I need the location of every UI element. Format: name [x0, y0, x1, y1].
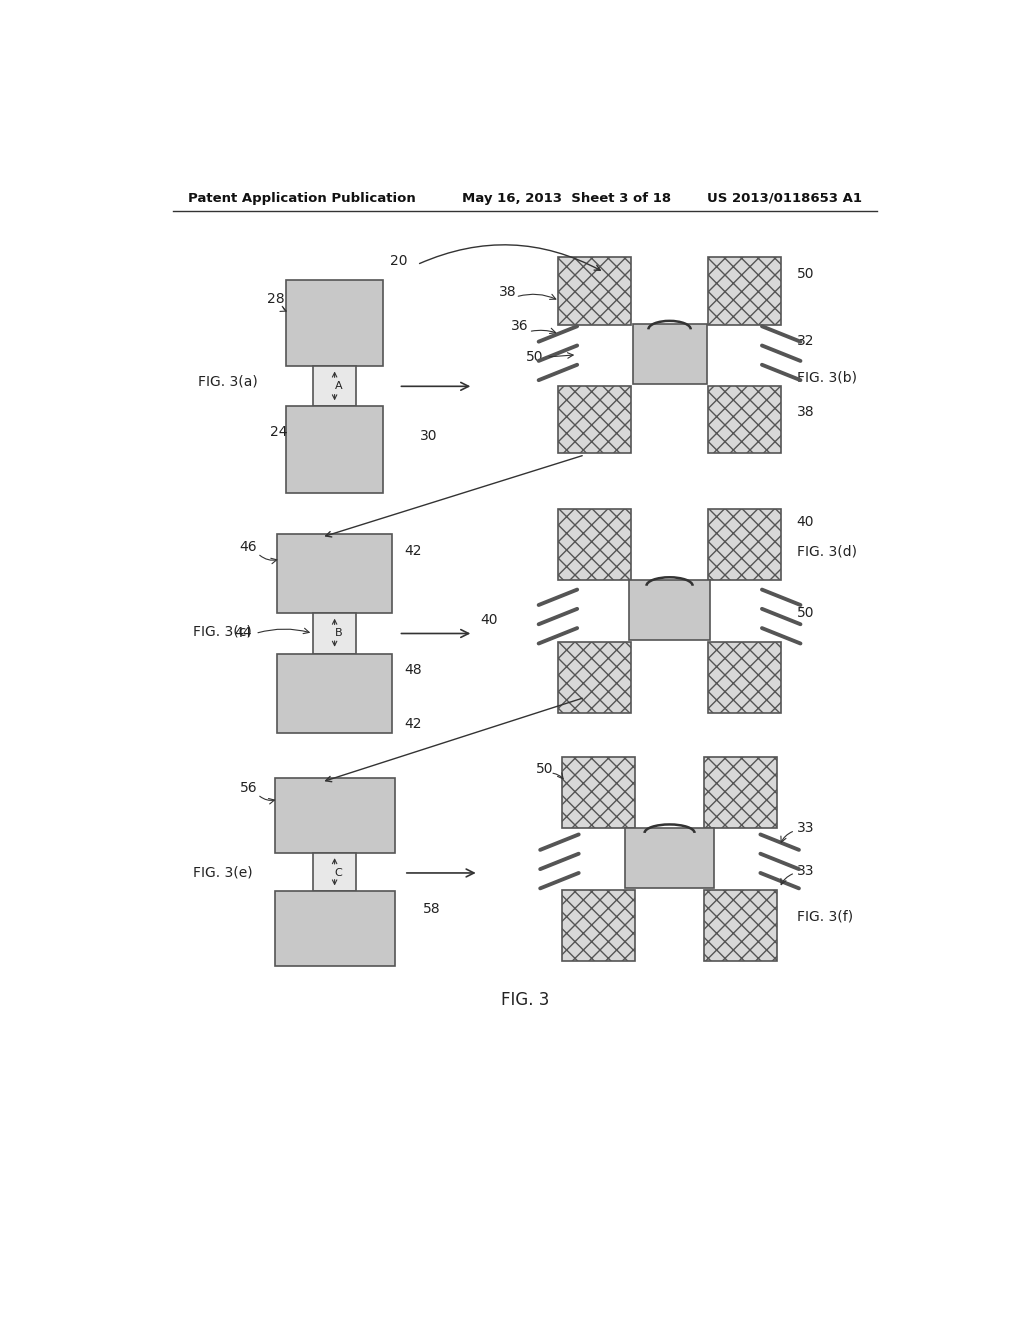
- Bar: [274, 891, 394, 966]
- Bar: [313, 853, 356, 891]
- Text: FIG. 3(e): FIG. 3(e): [193, 866, 252, 880]
- Text: FIG. 3(a): FIG. 3(a): [198, 375, 258, 388]
- Bar: [629, 581, 711, 640]
- Bar: [276, 653, 392, 733]
- Bar: [558, 508, 631, 579]
- Bar: [313, 614, 356, 653]
- Bar: [562, 890, 635, 961]
- Bar: [286, 407, 383, 492]
- Bar: [708, 385, 781, 453]
- Text: US 2013/0118653 A1: US 2013/0118653 A1: [707, 191, 862, 205]
- Text: FIG. 3(d): FIG. 3(d): [797, 544, 857, 558]
- Text: FIG. 3(b): FIG. 3(b): [797, 371, 857, 385]
- Text: 44: 44: [234, 627, 252, 640]
- Text: 33: 33: [797, 821, 814, 836]
- Bar: [705, 758, 777, 829]
- Text: 50: 50: [537, 762, 554, 776]
- Text: 48: 48: [403, 664, 422, 677]
- Text: 36: 36: [511, 319, 528, 333]
- Bar: [633, 323, 707, 384]
- Text: B: B: [335, 628, 342, 639]
- Text: A: A: [335, 380, 342, 391]
- Bar: [562, 758, 635, 829]
- Text: 40: 40: [480, 614, 498, 627]
- Bar: [276, 535, 392, 614]
- Text: 38: 38: [499, 285, 517, 298]
- Bar: [708, 508, 781, 579]
- Text: FIG. 3(c): FIG. 3(c): [194, 624, 252, 639]
- Text: 32: 32: [797, 334, 814, 348]
- Text: 50: 50: [526, 350, 544, 364]
- Text: 20: 20: [390, 253, 408, 268]
- Text: 38: 38: [797, 405, 814, 420]
- Bar: [274, 779, 394, 853]
- Bar: [705, 890, 777, 961]
- Text: Patent Application Publication: Patent Application Publication: [188, 191, 416, 205]
- Text: 46: 46: [240, 540, 257, 554]
- Text: 42: 42: [403, 544, 422, 558]
- Text: FIG. 3: FIG. 3: [501, 991, 549, 1008]
- Text: 24: 24: [270, 425, 288, 438]
- Bar: [558, 642, 631, 713]
- Text: 33: 33: [797, 863, 814, 878]
- Text: 30: 30: [420, 429, 437, 442]
- Text: 50: 50: [797, 606, 814, 619]
- Text: 28: 28: [266, 292, 284, 305]
- Text: 42: 42: [403, 717, 422, 731]
- Text: 58: 58: [423, 902, 440, 916]
- Text: 56: 56: [240, 781, 257, 795]
- Text: 40: 40: [797, 515, 814, 529]
- Bar: [313, 367, 356, 407]
- Bar: [708, 257, 781, 325]
- Text: 50: 50: [797, 267, 814, 281]
- Bar: [558, 257, 631, 325]
- Bar: [625, 829, 714, 888]
- Text: C: C: [335, 869, 342, 878]
- Text: May 16, 2013  Sheet 3 of 18: May 16, 2013 Sheet 3 of 18: [462, 191, 671, 205]
- Bar: [708, 642, 781, 713]
- Bar: [558, 385, 631, 453]
- Text: FIG. 3(f): FIG. 3(f): [797, 909, 853, 924]
- Bar: [286, 280, 383, 367]
